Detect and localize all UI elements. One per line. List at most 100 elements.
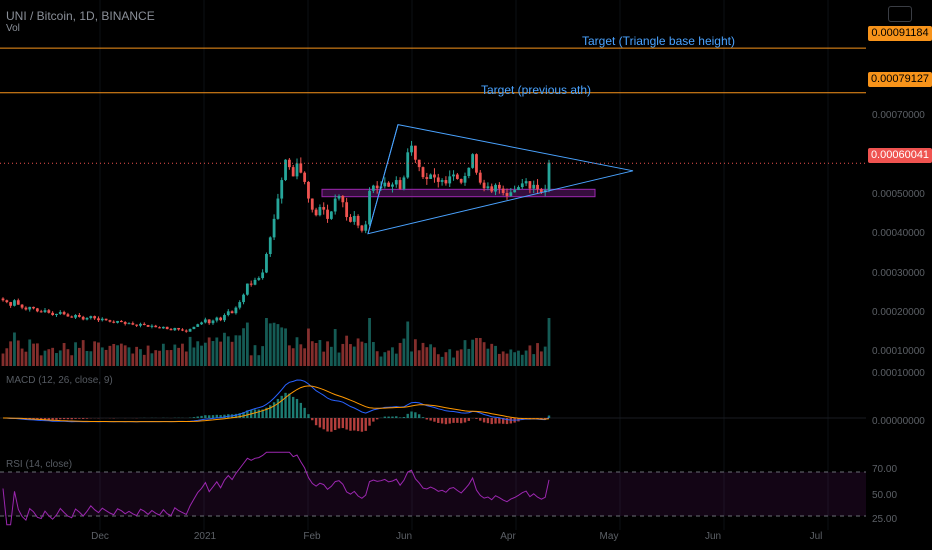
macd-histogram-bar <box>505 418 509 425</box>
macd-histogram-bar <box>78 418 81 419</box>
macd-histogram-bar <box>509 418 513 424</box>
candle-body <box>425 177 429 179</box>
volume-bar <box>307 328 310 366</box>
macd-histogram-bar <box>547 415 551 418</box>
volume-bar <box>356 338 360 366</box>
macd-histogram-bar <box>417 414 421 418</box>
macd-histogram-bar <box>242 412 245 418</box>
candle-body <box>356 215 360 226</box>
y-axis-label: 0.00010000 <box>872 346 925 357</box>
volume-bar <box>280 327 284 366</box>
chart-grid <box>99 0 829 530</box>
candle-body <box>387 182 391 187</box>
candle-body <box>97 318 100 321</box>
volume-bar <box>406 321 410 366</box>
candle-body <box>249 283 253 285</box>
macd-pane <box>0 379 866 432</box>
candle-body <box>51 312 55 316</box>
candle-body <box>349 217 352 222</box>
macd-histogram-bar <box>326 418 329 432</box>
macd-histogram-bar <box>391 416 394 418</box>
volume-bars <box>1 318 551 366</box>
candle-body <box>391 184 394 187</box>
macd-histogram-bar <box>299 402 303 418</box>
volume-bar <box>322 351 326 366</box>
volume-bar <box>9 341 13 366</box>
candle-body <box>200 322 203 325</box>
candle-body <box>539 189 543 193</box>
volume-bar <box>66 349 70 366</box>
volume-bar <box>505 353 509 366</box>
candle-body <box>364 224 368 231</box>
volume-bar <box>257 355 261 366</box>
macd-histogram-bar <box>345 418 348 430</box>
snapshot-icon[interactable] <box>888 6 912 22</box>
volume-bar <box>5 348 9 366</box>
macd-histogram-bar <box>234 413 238 418</box>
macd-histogram-bar <box>219 415 222 418</box>
volume-bar <box>402 338 406 366</box>
candle-body <box>471 154 475 168</box>
volume-bar <box>47 349 51 366</box>
macd-histogram-bar <box>204 415 207 418</box>
volume-bar <box>490 343 494 366</box>
volume-bar <box>494 345 497 366</box>
candle-body <box>536 184 539 190</box>
candle-body <box>421 167 425 178</box>
macd-histogram-bar <box>291 396 295 418</box>
macd-histogram-bar <box>368 418 371 426</box>
candle-body <box>184 330 188 332</box>
macd-histogram-bar <box>372 418 375 422</box>
candle-body <box>245 283 249 295</box>
candle-body <box>47 310 51 313</box>
volume-bar <box>253 345 257 366</box>
candle-body <box>532 184 536 189</box>
macd-histogram-bar <box>207 415 211 418</box>
y-axis-label: 0.00050000 <box>872 189 925 200</box>
candle-body <box>196 324 200 327</box>
volume-label: Vol <box>6 23 20 34</box>
rsi-title[interactable]: RSI (14, close) <box>6 459 73 470</box>
candle-body <box>20 304 24 308</box>
candle-body <box>116 320 119 323</box>
candle-body <box>463 175 467 183</box>
volume-bar <box>394 353 398 366</box>
macd-histogram-bar <box>211 415 215 418</box>
volume-bar <box>154 350 158 366</box>
macd-histogram-bar <box>425 418 429 420</box>
candle-body <box>24 307 28 310</box>
macd-title[interactable]: MACD (12, 26, close, 9) <box>6 375 113 386</box>
candle-body <box>448 176 452 184</box>
macd-histogram-bar <box>322 418 325 430</box>
volume-bar <box>532 354 536 366</box>
candle-body <box>108 320 112 322</box>
y-axis-label: 0.00030000 <box>872 268 925 279</box>
candle-body <box>299 163 303 173</box>
volume-bar <box>375 351 379 366</box>
rsi-line <box>2 451 550 526</box>
volume-bar <box>547 318 551 366</box>
volume-bar <box>234 335 238 366</box>
volume-bar <box>89 351 93 366</box>
macd-histogram-bar <box>429 418 432 421</box>
volume-bar <box>100 347 104 366</box>
volume-bar <box>16 340 20 366</box>
volume-bar <box>230 341 234 366</box>
macd-histogram-bar <box>314 418 318 426</box>
macd-histogram-bar <box>295 398 299 418</box>
y-axis-label: 0.00040000 <box>872 228 925 239</box>
macd-histogram-bar <box>265 407 268 418</box>
volume-bar <box>509 349 513 366</box>
candle-body <box>368 190 371 225</box>
symbol-title[interactable]: UNI / Bitcoin, 1D, BINANCE <box>6 9 155 23</box>
volume-bar <box>433 347 436 366</box>
macd-histogram-bar <box>318 418 322 428</box>
macd-histogram-bar <box>387 416 390 418</box>
volume-bar <box>387 350 391 366</box>
volume-bar <box>85 350 89 366</box>
volume-bar <box>425 347 429 366</box>
volume-bar <box>165 350 169 366</box>
volume-bar <box>536 343 539 366</box>
volume-bar <box>55 353 58 366</box>
